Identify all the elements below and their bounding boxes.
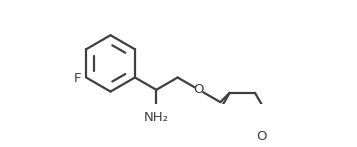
Text: F: F bbox=[74, 72, 81, 85]
Text: O: O bbox=[194, 83, 204, 96]
Text: NH₂: NH₂ bbox=[144, 111, 169, 125]
Text: O: O bbox=[256, 130, 267, 143]
